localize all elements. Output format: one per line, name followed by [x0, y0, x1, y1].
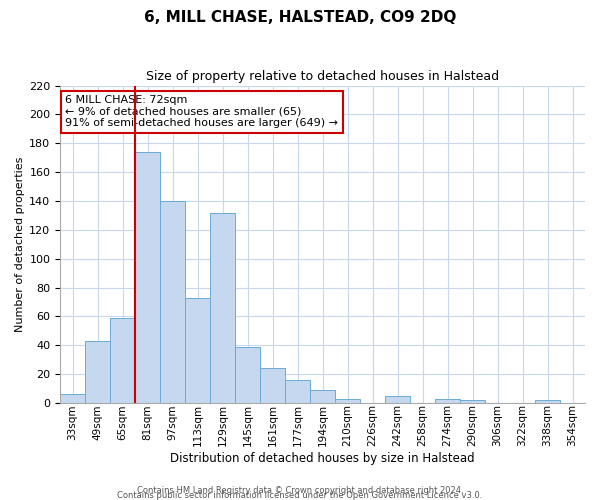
Bar	[460, 400, 485, 403]
X-axis label: Distribution of detached houses by size in Halstead: Distribution of detached houses by size …	[170, 452, 475, 465]
Bar	[260, 368, 285, 403]
Bar	[235, 346, 260, 403]
Bar	[85, 341, 110, 403]
Bar	[285, 380, 310, 403]
Y-axis label: Number of detached properties: Number of detached properties	[15, 156, 25, 332]
Bar	[535, 400, 560, 403]
Text: 6 MILL CHASE: 72sqm
← 9% of detached houses are smaller (65)
91% of semi-detache: 6 MILL CHASE: 72sqm ← 9% of detached hou…	[65, 95, 338, 128]
Text: Contains HM Land Registry data © Crown copyright and database right 2024.: Contains HM Land Registry data © Crown c…	[137, 486, 463, 495]
Bar	[385, 396, 410, 403]
Bar	[185, 298, 210, 403]
Title: Size of property relative to detached houses in Halstead: Size of property relative to detached ho…	[146, 70, 499, 83]
Bar	[135, 152, 160, 403]
Bar	[160, 201, 185, 403]
Bar	[210, 212, 235, 403]
Text: 6, MILL CHASE, HALSTEAD, CO9 2DQ: 6, MILL CHASE, HALSTEAD, CO9 2DQ	[144, 10, 456, 25]
Bar	[60, 394, 85, 403]
Bar	[435, 398, 460, 403]
Bar	[310, 390, 335, 403]
Bar	[335, 398, 360, 403]
Bar	[110, 318, 135, 403]
Text: Contains public sector information licensed under the Open Government Licence v3: Contains public sector information licen…	[118, 491, 482, 500]
